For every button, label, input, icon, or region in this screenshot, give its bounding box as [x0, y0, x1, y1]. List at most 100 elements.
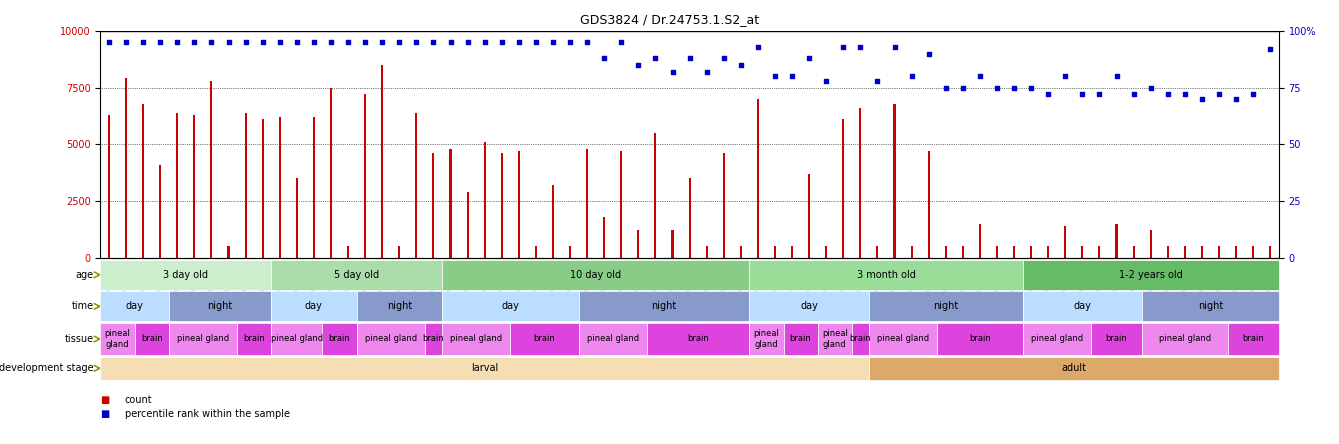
Point: [798, 55, 819, 62]
Text: 3 month old: 3 month old: [857, 270, 916, 280]
Bar: [1218, 246, 1220, 258]
Text: brain: brain: [1106, 334, 1127, 344]
Text: pineal gland: pineal gland: [177, 334, 229, 344]
Bar: [245, 113, 246, 258]
Point: [815, 77, 837, 84]
Bar: [466, 192, 469, 258]
Point: [1225, 95, 1247, 103]
Bar: [996, 246, 998, 258]
Bar: [809, 174, 810, 258]
Point: [507, 39, 529, 46]
Bar: [1047, 246, 1050, 258]
Bar: [586, 149, 588, 258]
Bar: [791, 246, 793, 258]
Text: ■: ■: [100, 409, 110, 419]
Text: development stage: development stage: [0, 363, 94, 373]
Bar: [261, 119, 264, 258]
Bar: [210, 81, 213, 258]
Bar: [877, 246, 878, 258]
Bar: [501, 153, 502, 258]
Text: brain: brain: [849, 334, 872, 344]
Text: day: day: [305, 301, 323, 311]
Text: brain: brain: [141, 334, 162, 344]
Bar: [671, 230, 674, 258]
Point: [1106, 73, 1127, 80]
Bar: [228, 246, 229, 258]
Text: pineal
gland: pineal gland: [822, 329, 848, 349]
Point: [98, 39, 119, 46]
Bar: [534, 246, 537, 258]
Point: [1038, 91, 1059, 98]
Text: night: night: [933, 301, 959, 311]
Bar: [961, 246, 964, 258]
Bar: [125, 78, 127, 258]
Point: [696, 68, 718, 75]
Point: [593, 55, 615, 62]
Text: brain: brain: [423, 334, 445, 344]
Point: [866, 77, 888, 84]
Text: larval: larval: [471, 363, 498, 373]
Point: [474, 39, 495, 46]
Point: [201, 39, 222, 46]
Point: [371, 39, 392, 46]
Point: [952, 84, 973, 91]
Text: pineal gland: pineal gland: [450, 334, 502, 344]
Point: [150, 39, 171, 46]
Point: [901, 73, 923, 80]
Point: [542, 39, 564, 46]
Bar: [637, 230, 640, 258]
Bar: [552, 185, 554, 258]
Bar: [108, 115, 110, 258]
Text: brain: brain: [328, 334, 351, 344]
Text: brain: brain: [244, 334, 265, 344]
Point: [287, 39, 308, 46]
Text: ■: ■: [100, 395, 110, 405]
Point: [1139, 84, 1161, 91]
Text: pineal
gland: pineal gland: [754, 329, 779, 349]
Bar: [979, 224, 981, 258]
Point: [1157, 91, 1178, 98]
Point: [747, 44, 769, 51]
Point: [679, 55, 700, 62]
Bar: [382, 65, 383, 258]
Bar: [842, 119, 845, 258]
Bar: [603, 217, 605, 258]
Bar: [945, 246, 947, 258]
Bar: [483, 142, 486, 258]
Point: [560, 39, 581, 46]
Text: brain: brain: [1243, 334, 1264, 344]
Text: night: night: [651, 301, 676, 311]
Point: [987, 84, 1008, 91]
Bar: [1166, 246, 1169, 258]
Point: [337, 39, 359, 46]
Bar: [893, 103, 896, 258]
Point: [611, 39, 632, 46]
Bar: [1235, 246, 1237, 258]
Text: adult: adult: [1062, 363, 1086, 373]
Text: day: day: [126, 301, 143, 311]
Bar: [1133, 246, 1134, 258]
Point: [423, 39, 445, 46]
Bar: [398, 246, 400, 258]
Text: 3 day old: 3 day old: [163, 270, 209, 280]
Text: 5 day old: 5 day old: [333, 270, 379, 280]
Point: [644, 55, 665, 62]
Text: night: night: [387, 301, 412, 311]
Point: [919, 50, 940, 57]
Bar: [655, 133, 656, 258]
Point: [457, 39, 478, 46]
Point: [388, 39, 410, 46]
Bar: [1150, 230, 1152, 258]
Point: [1089, 91, 1110, 98]
Bar: [1030, 246, 1032, 258]
Bar: [757, 99, 759, 258]
Text: count: count: [125, 395, 153, 405]
Bar: [142, 103, 145, 258]
Bar: [739, 246, 742, 258]
Bar: [723, 153, 724, 258]
Text: percentile rank within the sample: percentile rank within the sample: [125, 409, 289, 419]
Text: pineal gland: pineal gland: [270, 334, 323, 344]
Bar: [1184, 246, 1186, 258]
Point: [252, 39, 273, 46]
Bar: [911, 246, 913, 258]
